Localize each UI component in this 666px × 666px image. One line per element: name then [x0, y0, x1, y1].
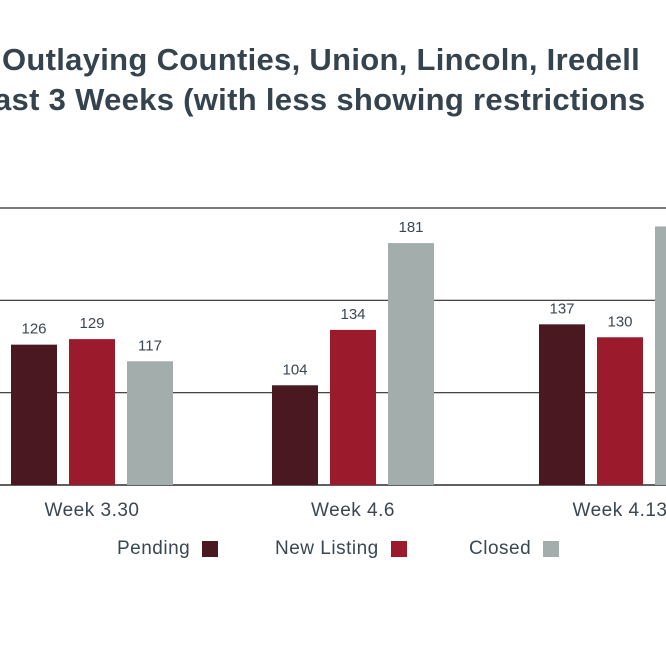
legend-label-new-listing: New Listing	[275, 538, 379, 559]
chart-title-line-1: Outlaying Counties, Union, Lincoln, Ired…	[2, 42, 641, 77]
legend-label-closed: Closed	[469, 538, 532, 559]
chart-legend: Pending New Listing Closed	[0, 538, 666, 564]
x-tick-label-2: Week 4.13	[573, 500, 666, 521]
data-label-pending-2: 137	[549, 300, 574, 317]
data-label-new-listing-0: 129	[79, 315, 104, 332]
bar-closed-0	[127, 361, 173, 485]
bar-pending-2	[539, 324, 585, 485]
legend-label-pending: Pending	[117, 538, 191, 559]
x-tick-label-0: Week 3.30	[45, 500, 140, 521]
bar-new-listing-2	[597, 337, 643, 485]
bar-new-listing-0	[69, 339, 115, 485]
bar-closed-1	[388, 243, 434, 485]
data-label-pending-0: 126	[21, 321, 46, 338]
bar-closed-2	[655, 226, 666, 485]
legend-item-pending: Pending	[117, 538, 219, 560]
bar-new-listing-1	[330, 329, 376, 485]
data-label-pending-1: 104	[282, 361, 307, 378]
data-label-closed-0: 117	[138, 337, 162, 354]
bar-pending-0	[11, 344, 57, 485]
data-label-new-listing-2: 130	[607, 313, 632, 330]
bar-pending-1	[272, 385, 318, 485]
legend-swatch-pending	[202, 541, 219, 557]
legend-swatch-new-listing	[390, 541, 407, 557]
legend-swatch-closed	[543, 541, 560, 557]
data-label-closed-1: 181	[398, 219, 423, 236]
x-tick-label-1: Week 4.6	[311, 500, 395, 521]
legend-item-closed: Closed	[469, 538, 560, 560]
legend-item-new-listing: New Listing	[275, 538, 407, 560]
data-label-new-listing-1: 134	[340, 306, 365, 323]
chart-title-line-2: ast 3 Weeks (with less showing restricti…	[0, 82, 646, 117]
